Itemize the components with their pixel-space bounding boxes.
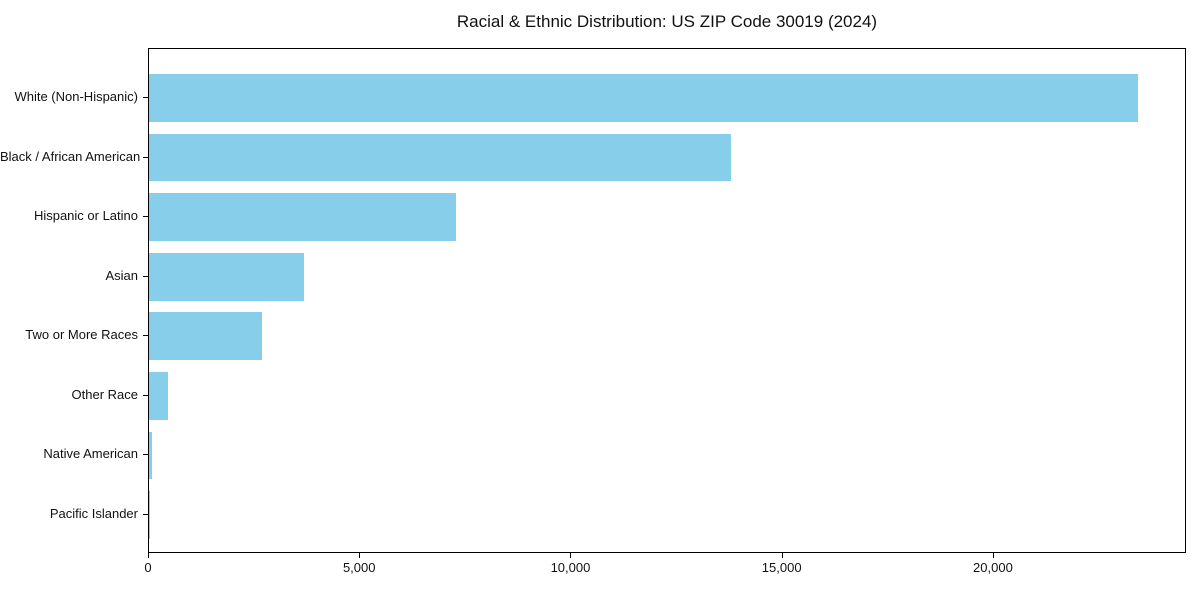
- y-tick-label: Hispanic or Latino: [33, 208, 138, 224]
- y-tick-mark: [143, 394, 148, 396]
- bar-other-race: [149, 372, 168, 420]
- y-tick-label: Native American: [43, 446, 138, 462]
- y-tick-mark: [143, 97, 148, 98]
- y-tick-label: Pacific Islander: [49, 505, 138, 521]
- y-tick-mark: [143, 335, 148, 337]
- x-tick-label: 0: [144, 560, 152, 575]
- chart-title: Racial & Ethnic Distribution: US ZIP Cod…: [456, 12, 878, 31]
- x-tick-mark: [781, 553, 783, 558]
- x-tick-label: 5,000: [342, 560, 376, 575]
- y-tick-label: Two or More Races: [25, 327, 138, 343]
- y-tick-mark: [143, 156, 148, 158]
- bar-native-american: [149, 431, 152, 480]
- bar-black-african-american: [149, 133, 732, 182]
- y-tick-mark: [143, 275, 148, 277]
- y-tick-label: Asian: [105, 267, 138, 283]
- bar-asian: [149, 252, 305, 301]
- bar-two-or-more-races: [149, 312, 263, 361]
- bar-white-non-hispanic: [149, 74, 1138, 122]
- bar-hispanic-or-latino: [149, 193, 457, 241]
- y-tick-label: Other Race: [71, 386, 138, 402]
- y-tick-mark: [143, 216, 148, 218]
- x-tick-mark: [992, 553, 994, 558]
- y-tick-mark: [143, 513, 148, 515]
- y-tick-label: Black / African American: [0, 148, 141, 164]
- y-tick-label: White (Non-Hispanic): [14, 89, 138, 104]
- x-tick-mark: [359, 553, 361, 558]
- y-tick-mark: [143, 454, 148, 456]
- x-tick-label: 15,000: [761, 560, 802, 575]
- x-tick-label: 10,000: [550, 560, 591, 575]
- plot-area: [148, 48, 1186, 553]
- x-tick-mark: [148, 553, 149, 558]
- bar-pacific-islander: [149, 491, 150, 539]
- x-tick-mark: [570, 553, 572, 558]
- x-tick-label: 20,000: [973, 560, 1013, 575]
